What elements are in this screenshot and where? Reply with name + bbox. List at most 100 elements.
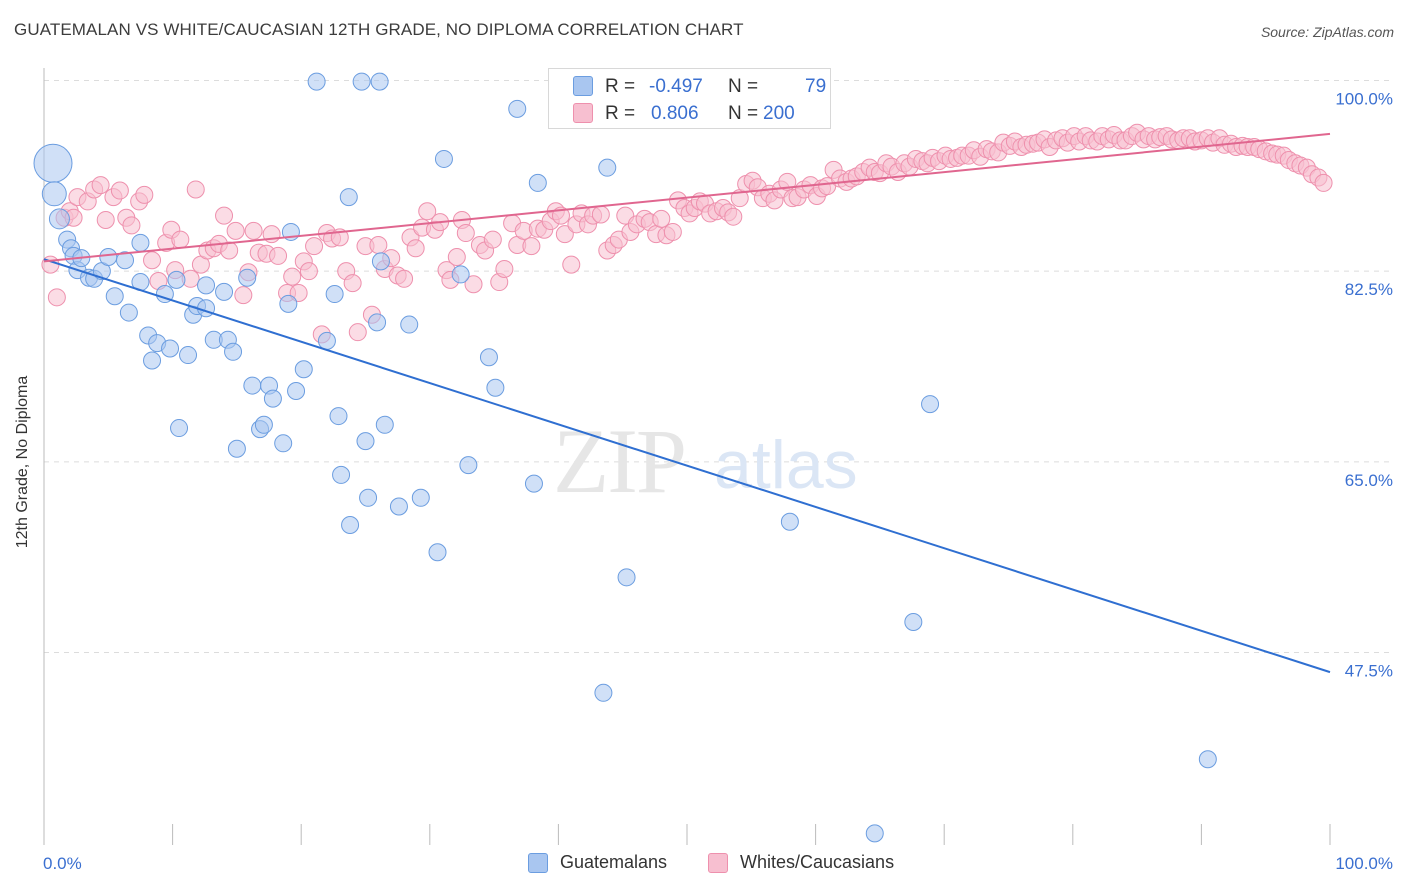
legend-swatch-pink <box>573 103 593 123</box>
data-point-guatemalans <box>368 313 387 332</box>
data-point-guatemalans <box>179 346 198 365</box>
data-point-guatemalans <box>341 516 360 535</box>
data-point-guatemalans <box>215 282 234 301</box>
data-point-guatemalans <box>155 285 174 304</box>
data-point-whites <box>305 237 324 256</box>
data-point-guatemalans <box>370 72 389 91</box>
data-point-guatemalans <box>263 389 282 408</box>
data-point-guatemalans <box>119 303 138 322</box>
data-point-guatemalans <box>227 439 246 458</box>
bottom-legend-swatch-blue <box>528 853 548 873</box>
data-point-whites <box>778 172 797 191</box>
y-tick-label: 100.0% <box>1335 90 1393 109</box>
data-point-guatemalans <box>352 72 371 91</box>
data-point-guatemalans <box>904 612 923 631</box>
data-point-guatemalans <box>254 415 273 434</box>
data-point-guatemalans <box>524 474 543 493</box>
y-tick-label: 82.5% <box>1345 280 1393 299</box>
data-point-guatemalans <box>428 543 447 562</box>
data-point-guatemalans <box>307 72 326 91</box>
data-point-whites <box>522 237 541 256</box>
data-point-whites <box>215 206 234 225</box>
data-point-guatemalans <box>359 488 378 507</box>
data-point-guatemalans <box>479 348 498 367</box>
data-point-guatemalans <box>332 465 351 484</box>
tick-labels: 100.0% 82.5% 65.0% 47.5% 0.0% 100.0% <box>43 90 1393 874</box>
data-point-whites <box>406 239 425 258</box>
legend-n-value: 79 <box>805 76 827 97</box>
series-whites-caucasians <box>41 123 1333 344</box>
data-point-whites <box>652 209 671 228</box>
legend-swatch-blue <box>573 76 593 96</box>
data-point-guatemalans <box>287 382 306 401</box>
data-point-guatemalans <box>33 143 73 183</box>
data-point-guatemalans <box>356 432 375 451</box>
trend-lines <box>43 132 1331 674</box>
data-point-guatemalans <box>143 351 162 370</box>
data-point-guatemalans <box>411 488 430 507</box>
data-point-guatemalans <box>1198 750 1217 769</box>
data-point-guatemalans <box>48 208 70 230</box>
x-tick-label: 100.0% <box>1335 854 1393 873</box>
data-point-guatemalans <box>197 276 216 295</box>
watermark: ZIP atlas <box>553 410 858 512</box>
x-tick-label: 0.0% <box>43 854 82 873</box>
data-point-guatemalans <box>279 294 298 313</box>
data-point-guatemalans <box>325 285 344 304</box>
data-point-guatemalans <box>451 265 470 284</box>
data-point-whites <box>135 185 154 204</box>
data-point-whites <box>562 255 581 274</box>
data-point-whites <box>186 180 205 199</box>
data-point-guatemalans <box>598 158 617 177</box>
data-point-whites <box>483 230 502 249</box>
data-point-guatemalans <box>243 376 262 395</box>
data-point-guatemalans <box>317 331 336 350</box>
data-point-whites <box>234 286 253 305</box>
data-point-guatemalans <box>167 270 186 289</box>
data-point-guatemalans <box>508 99 527 118</box>
chart-title: GUATEMALAN VS WHITE/CAUCASIAN 12TH GRADE… <box>14 20 744 39</box>
y-tick-label: 65.0% <box>1345 471 1393 490</box>
data-point-whites <box>663 222 682 241</box>
data-point-whites <box>591 205 610 224</box>
data-point-whites <box>244 221 263 240</box>
data-point-whites <box>395 269 414 288</box>
data-point-guatemalans <box>434 149 453 168</box>
data-point-whites <box>343 274 362 293</box>
data-point-guatemalans <box>116 251 135 270</box>
data-point-whites <box>122 216 141 235</box>
trend-line-guatemalans <box>43 258 1331 674</box>
data-point-whites <box>47 288 66 307</box>
data-point-whites <box>269 246 288 265</box>
data-point-whites <box>724 207 743 226</box>
watermark-atlas: atlas <box>714 427 858 503</box>
data-point-whites <box>226 221 245 240</box>
data-point-guatemalans <box>617 568 636 587</box>
data-point-guatemalans <box>170 419 189 438</box>
bottom-legend-swatch-pink <box>708 853 728 873</box>
y-tick-label: 47.5% <box>1345 662 1393 681</box>
data-point-guatemalans <box>238 268 257 287</box>
data-point-whites <box>171 230 190 249</box>
legend-r-label: R = <box>605 103 636 124</box>
data-point-guatemalans <box>594 683 613 702</box>
data-point-guatemalans <box>224 342 243 361</box>
series-guatemalans <box>33 72 1217 843</box>
data-point-guatemalans <box>131 233 150 252</box>
data-point-whites <box>1314 173 1333 192</box>
legend-r-label: R = <box>605 76 636 97</box>
data-point-whites <box>369 236 388 255</box>
legend-r-value: 0.806 <box>651 103 699 124</box>
data-point-whites <box>283 267 302 286</box>
data-point-guatemalans <box>780 512 799 531</box>
data-point-guatemalans <box>865 824 884 843</box>
data-point-guatemalans <box>375 415 394 434</box>
watermark-zip: ZIP <box>553 410 685 512</box>
data-point-whites <box>91 176 110 195</box>
data-point-guatemalans <box>371 252 390 271</box>
legend-n-label: N = <box>728 103 759 124</box>
data-point-guatemalans <box>329 407 348 426</box>
data-point-whites <box>456 224 475 243</box>
data-point-guatemalans <box>294 360 313 379</box>
